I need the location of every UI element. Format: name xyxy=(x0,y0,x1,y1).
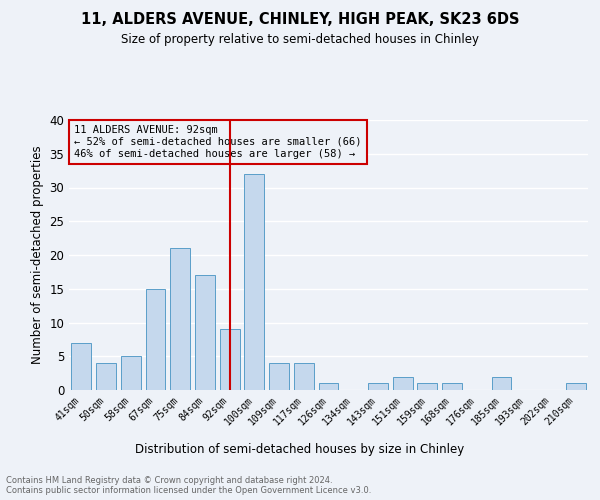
Bar xyxy=(220,329,239,390)
Bar xyxy=(71,343,91,390)
Bar xyxy=(96,363,116,390)
Bar xyxy=(294,363,314,390)
Bar xyxy=(244,174,264,390)
Bar xyxy=(170,248,190,390)
Text: 11, ALDERS AVENUE, CHINLEY, HIGH PEAK, SK23 6DS: 11, ALDERS AVENUE, CHINLEY, HIGH PEAK, S… xyxy=(81,12,519,28)
Text: Contains HM Land Registry data © Crown copyright and database right 2024.
Contai: Contains HM Land Registry data © Crown c… xyxy=(6,476,371,495)
Bar xyxy=(393,376,413,390)
Bar xyxy=(566,383,586,390)
Bar xyxy=(418,383,437,390)
Bar xyxy=(368,383,388,390)
Y-axis label: Number of semi-detached properties: Number of semi-detached properties xyxy=(31,146,44,364)
Bar xyxy=(146,289,166,390)
Bar xyxy=(121,356,140,390)
Bar xyxy=(195,275,215,390)
Text: 11 ALDERS AVENUE: 92sqm
← 52% of semi-detached houses are smaller (66)
46% of se: 11 ALDERS AVENUE: 92sqm ← 52% of semi-de… xyxy=(74,126,362,158)
Text: Distribution of semi-detached houses by size in Chinley: Distribution of semi-detached houses by … xyxy=(136,442,464,456)
Text: Size of property relative to semi-detached houses in Chinley: Size of property relative to semi-detach… xyxy=(121,32,479,46)
Bar xyxy=(269,363,289,390)
Bar xyxy=(491,376,511,390)
Bar xyxy=(319,383,338,390)
Bar xyxy=(442,383,462,390)
